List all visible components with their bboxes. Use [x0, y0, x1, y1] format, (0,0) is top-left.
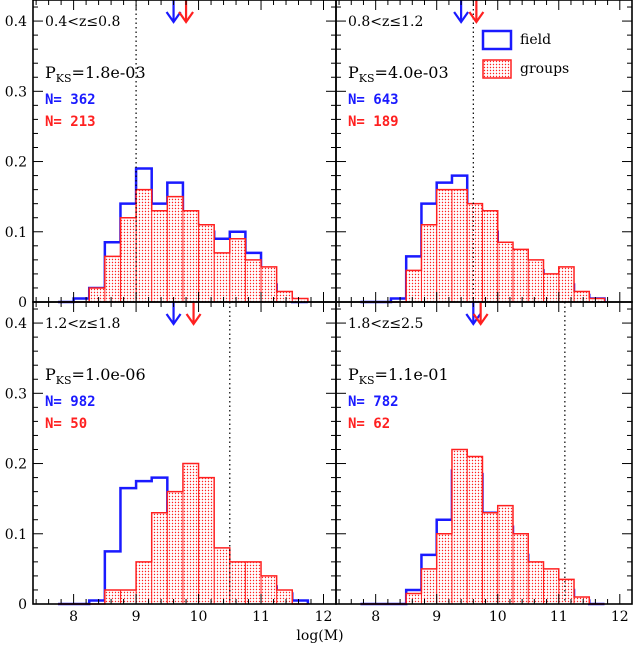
y-tick-label: 0.3	[5, 84, 27, 100]
pks-value: =1.0e-06	[72, 365, 146, 384]
groups-histogram-outline	[57, 188, 309, 303]
y-tick-label: 0.2	[5, 457, 27, 473]
pks-label: PKS=4.0e-03	[348, 63, 449, 85]
legend-field-label: field	[520, 32, 551, 48]
x-tick-label: 8	[371, 609, 380, 625]
groups-histogram-outline	[360, 448, 605, 605]
pks-label: PKS=1.0e-06	[45, 365, 146, 387]
legend: field groups	[481, 29, 569, 79]
n-groups-count: N= 62	[348, 416, 390, 432]
x-tick-label: 9	[132, 609, 141, 625]
redshift-range-label: 0.8<z≤1.2	[348, 14, 423, 30]
panel-top-left: 0 0.1 0.2 0.3 0.4 0.4<z≤0.8 PKS=1.8e-03 N= 362 N…	[5, 0, 337, 311]
redshift-range-label: 1.2<z≤1.8	[45, 316, 120, 332]
panel-top-right: 0.8<z≤1.2 PKS=4.0e-03 N= 643 N= 189 field gro…	[335, 0, 633, 304]
n-field-count: N= 982	[45, 394, 96, 410]
groups-median-arrow-head	[178, 11, 194, 24]
pks-prefix: P	[45, 63, 56, 82]
x-tick-label: 8	[69, 609, 78, 625]
panel-frame	[335, 301, 633, 605]
pks-value: =1.8e-03	[72, 63, 146, 82]
x-tick-label: 12	[611, 609, 629, 625]
redshift-range-label: 0.4<z≤0.8	[45, 14, 120, 30]
x-tick-label: 9	[432, 609, 441, 625]
n-field-count: N= 643	[348, 92, 399, 108]
pks-subscript: KS	[56, 72, 72, 85]
pks-subscript: KS	[56, 374, 72, 387]
field-median-arrow-head	[165, 11, 182, 24]
legend-field-swatch	[481, 29, 513, 51]
pks-label: PKS=1.8e-03	[45, 63, 146, 85]
pks-prefix: P	[45, 365, 56, 384]
pks-subscript: KS	[359, 374, 375, 387]
groups-histogram-outline	[57, 462, 308, 605]
legend-groups-swatch	[482, 59, 512, 79]
y-tick-label: 0.1	[5, 527, 27, 543]
y-tick-label: 0.4	[5, 316, 27, 332]
y-tick-label: 0.3	[5, 386, 27, 402]
legend-groups-label: groups	[520, 61, 569, 77]
n-groups-count: N= 213	[45, 114, 96, 130]
pks-value: =4.0e-03	[375, 63, 449, 82]
pks-prefix: P	[348, 63, 359, 82]
groups-median-arrow-head	[185, 313, 202, 326]
pks-subscript: KS	[359, 72, 375, 85]
field-median-arrow-head	[453, 11, 470, 24]
n-groups-count: N= 189	[348, 114, 399, 130]
pks-label: PKS=1.1e-01	[348, 365, 449, 387]
y-tick-label: 0.2	[5, 155, 27, 171]
groups-histogram-outline	[360, 188, 606, 303]
panel-bottom-right: 8 9 10 11 12 1.8<z≤2.5 PKS=1.1e-01 N= 782 N= 62	[335, 301, 633, 625]
y-tick-label: 0.4	[5, 14, 27, 30]
groups-median-arrow-head	[468, 11, 485, 24]
field-median-arrow-head	[465, 313, 482, 326]
n-field-count: N= 362	[45, 92, 96, 108]
x-axis-label: log(M)	[296, 628, 343, 644]
x-tick-label: 12	[315, 609, 333, 625]
redshift-range-label: 1.8<z≤2.5	[348, 316, 423, 332]
x-tick-label: 11	[550, 609, 568, 625]
x-tick-label: 11	[252, 609, 270, 625]
n-groups-count: N= 50	[45, 416, 87, 432]
y-tick-label: 0	[18, 597, 27, 613]
pks-value: =1.1e-01	[375, 365, 449, 384]
y-tick-label: 0	[18, 295, 27, 311]
y-tick-label: 0.1	[5, 225, 27, 241]
pks-prefix: P	[348, 365, 359, 384]
x-tick-label: 10	[489, 609, 507, 625]
x-tick-label: 10	[190, 609, 208, 625]
groups-median-arrow-head	[472, 313, 489, 326]
n-field-count: N= 782	[348, 394, 399, 410]
panel-bottom-left: 0 0.1 0.2 0.3 0.4 8 9 10 11 12 1.2<z≤1.8 PKS=1.0e-0…	[5, 301, 337, 625]
field-median-arrow-head	[165, 313, 182, 326]
